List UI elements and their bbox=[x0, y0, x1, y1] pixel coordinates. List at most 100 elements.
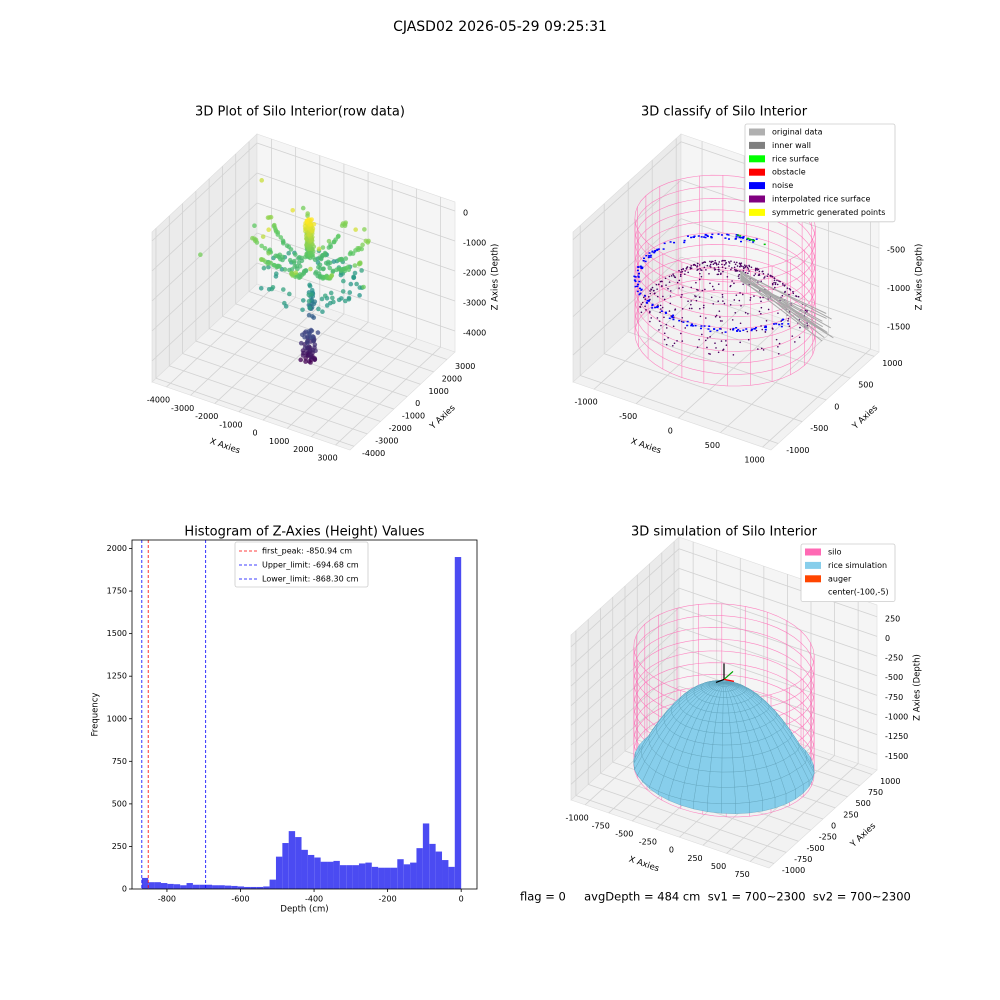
surface-point bbox=[760, 347, 763, 350]
noise-point bbox=[672, 318, 675, 321]
surface-point bbox=[734, 268, 736, 271]
rice-surface bbox=[735, 802, 750, 814]
x-axis-label: X Axies bbox=[627, 855, 660, 875]
rice-point bbox=[750, 238, 753, 241]
noise-point bbox=[704, 233, 707, 236]
surface-point bbox=[667, 287, 669, 290]
grid-line bbox=[570, 607, 680, 707]
noise-point bbox=[633, 279, 636, 281]
y-tick-label: 0 bbox=[831, 822, 836, 831]
surface-point bbox=[694, 295, 696, 297]
noise-point bbox=[672, 314, 675, 317]
point-cloud bbox=[357, 293, 362, 298]
rice-point bbox=[736, 234, 739, 236]
point-cloud bbox=[300, 205, 306, 211]
bar bbox=[180, 885, 187, 889]
bar bbox=[275, 856, 283, 889]
point-cloud bbox=[362, 227, 367, 232]
point-cloud bbox=[357, 260, 362, 266]
surface-point bbox=[650, 317, 653, 319]
y-tick-label: 3000 bbox=[455, 362, 475, 371]
noise-point bbox=[640, 289, 643, 291]
grid-line bbox=[652, 309, 851, 379]
point-cloud bbox=[328, 290, 334, 296]
point-cloud bbox=[288, 247, 294, 252]
axes-frame bbox=[131, 539, 478, 890]
grid-line bbox=[151, 172, 258, 272]
z-axis-label: Z Axies (Depth) bbox=[913, 654, 923, 721]
surface-point bbox=[743, 264, 746, 266]
surface-point bbox=[738, 277, 740, 280]
surface-point bbox=[721, 293, 724, 296]
y-tick-label: -500 bbox=[806, 844, 824, 853]
bar bbox=[410, 862, 417, 889]
surface-point bbox=[773, 277, 776, 279]
surface-point bbox=[714, 259, 717, 262]
y-tick-label: 1500 bbox=[107, 629, 127, 638]
surface-point bbox=[703, 261, 706, 263]
legend-label: inner wall bbox=[772, 141, 811, 150]
point-cloud bbox=[266, 250, 271, 256]
legend-swatch bbox=[805, 575, 821, 583]
point-cloud bbox=[331, 299, 336, 305]
z-tick-label: -1000 bbox=[887, 284, 910, 293]
surface-point bbox=[746, 330, 749, 333]
y-tick-label: 250 bbox=[112, 842, 127, 851]
bar bbox=[244, 886, 251, 889]
surface-point bbox=[682, 268, 685, 270]
noise-point bbox=[651, 250, 654, 253]
point-cloud bbox=[365, 240, 371, 245]
legend-label: symmetric generated points bbox=[772, 208, 885, 217]
surface-point bbox=[709, 266, 712, 268]
point-cloud bbox=[326, 238, 332, 244]
surface-point bbox=[640, 311, 643, 314]
grid-line bbox=[678, 319, 787, 419]
bar bbox=[403, 864, 411, 889]
noise-point bbox=[782, 318, 785, 321]
noise-point bbox=[656, 305, 659, 308]
noise-point bbox=[736, 330, 739, 332]
bar bbox=[148, 882, 155, 889]
surface-point bbox=[678, 279, 681, 282]
surface-point bbox=[654, 292, 656, 294]
surface-point bbox=[663, 338, 666, 341]
surface-point bbox=[747, 312, 749, 315]
point-cloud bbox=[305, 213, 310, 219]
bar bbox=[295, 837, 302, 889]
z-tick-label: -500 bbox=[885, 673, 903, 682]
surface-point bbox=[777, 345, 779, 348]
surface-point bbox=[726, 276, 729, 278]
surface-point bbox=[662, 295, 664, 298]
point-cloud bbox=[360, 242, 365, 248]
surface-point bbox=[661, 285, 663, 288]
surface-point bbox=[747, 268, 750, 270]
noise-point bbox=[671, 316, 674, 319]
y-tick-label: -1000 bbox=[782, 866, 805, 875]
surface-point bbox=[718, 261, 721, 263]
surface-point bbox=[760, 312, 762, 315]
surface-point bbox=[719, 320, 722, 322]
surface-point bbox=[773, 281, 775, 284]
surface-point bbox=[701, 333, 703, 336]
point-cloud bbox=[327, 260, 333, 266]
point-cloud bbox=[341, 278, 346, 284]
surface-point bbox=[738, 273, 741, 276]
point-cloud bbox=[309, 228, 315, 234]
surface-point bbox=[712, 303, 715, 305]
legend-swatch bbox=[749, 128, 765, 136]
point-cloud bbox=[308, 266, 313, 272]
noise-point bbox=[678, 319, 681, 322]
bar bbox=[454, 557, 462, 889]
noise-point bbox=[735, 327, 738, 329]
noise-point bbox=[639, 292, 642, 295]
point-cloud bbox=[295, 266, 300, 272]
point-cloud bbox=[342, 298, 348, 304]
x-tick-label: -500 bbox=[615, 830, 633, 839]
noise-point bbox=[742, 329, 745, 331]
noise-point bbox=[673, 241, 676, 244]
surface-point bbox=[765, 319, 768, 322]
point-cloud bbox=[315, 330, 321, 335]
surface-point bbox=[744, 271, 747, 274]
footer-annotation: flag = 0 avgDepth = 484 cm sv1 = 700~230… bbox=[520, 890, 911, 904]
rice-surface bbox=[721, 803, 736, 814]
